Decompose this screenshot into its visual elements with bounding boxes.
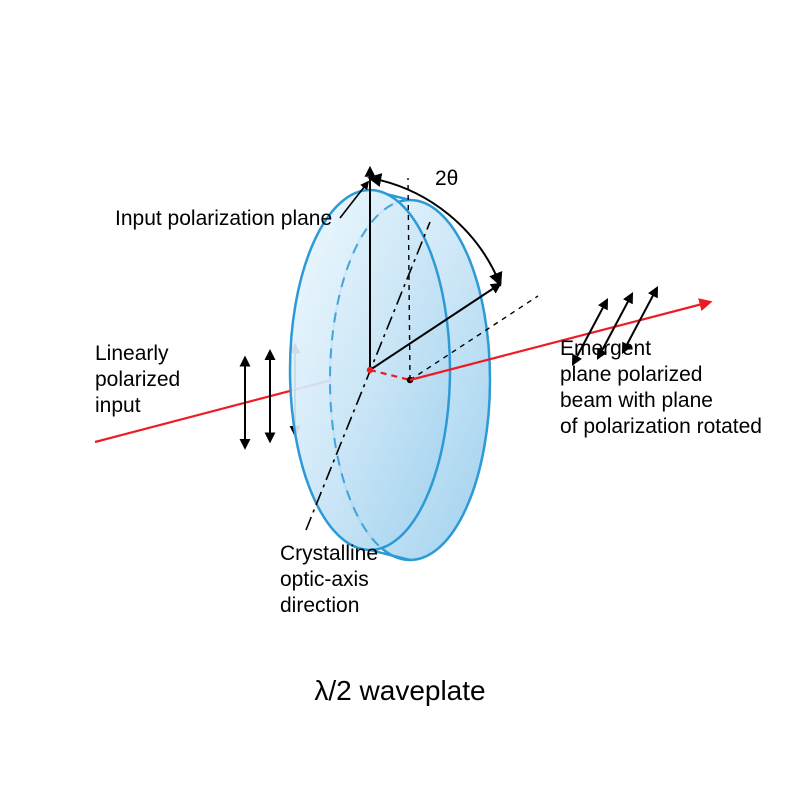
front-center-dot bbox=[367, 367, 373, 373]
label-input-plane: Input polarization plane bbox=[115, 207, 332, 230]
diagram-title: λ/2 waveplate bbox=[314, 675, 485, 706]
label-angle-2theta: 2θ bbox=[435, 167, 458, 190]
